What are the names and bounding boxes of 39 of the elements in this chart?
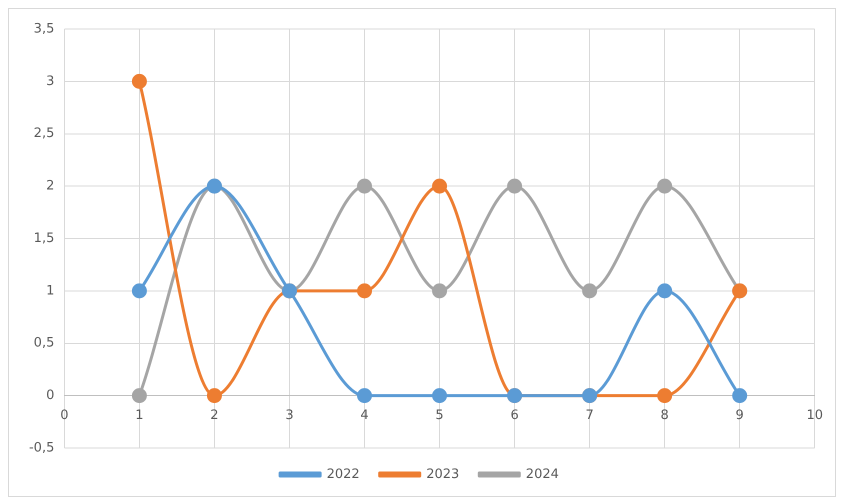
y-tick-label: 3,5 (34, 21, 54, 36)
y-tick-label: 1,5 (34, 230, 54, 246)
point (132, 74, 147, 89)
y-tick-label: 1 (46, 283, 54, 298)
point (357, 178, 372, 194)
point (657, 283, 672, 298)
point (432, 283, 448, 298)
point (507, 178, 522, 194)
point (657, 178, 672, 194)
y-tick-label: 0 (46, 388, 54, 403)
point (206, 388, 222, 404)
point (732, 388, 748, 404)
x-tick-label: 5 (435, 408, 444, 423)
x-tick-label: 4 (360, 408, 369, 423)
x-tick-label: 3 (285, 408, 294, 423)
x-tick-label: 9 (736, 408, 744, 423)
legend-label: 2024 (526, 466, 559, 482)
y-tick-label: 3 (46, 74, 54, 89)
point (132, 283, 147, 298)
point (357, 388, 372, 404)
y-tick-label: 2,5 (34, 126, 54, 142)
x-tick-label: 10 (806, 408, 823, 423)
x-tick-label: 0 (60, 408, 69, 423)
legend-label: 2023 (426, 466, 460, 482)
legend-label: 2022 (326, 466, 360, 482)
point (432, 178, 448, 194)
x-tick-label: 1 (135, 408, 144, 423)
y-tick-label: 0,5 (34, 336, 54, 351)
point (432, 388, 448, 404)
y-tick-label: 2 (46, 178, 54, 194)
x-tick-label: 8 (660, 408, 669, 423)
point (132, 388, 147, 404)
point (582, 283, 598, 298)
point (657, 388, 672, 404)
y-tick-label: -0,5 (28, 440, 54, 456)
x-tick-label: 7 (585, 408, 594, 423)
x-tick-label: 6 (510, 408, 519, 423)
point (357, 283, 372, 298)
x-tick-label: 2 (210, 408, 219, 423)
